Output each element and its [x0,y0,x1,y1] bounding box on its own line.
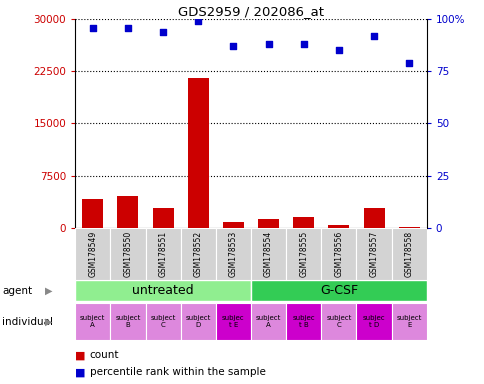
Bar [187,78,208,228]
Bar [328,225,348,228]
Bar [356,303,391,340]
Point [124,25,132,31]
Bar [82,199,103,228]
Text: ▶: ▶ [45,286,52,296]
Text: GSM178555: GSM178555 [299,230,308,277]
Bar [117,197,138,228]
Text: G-CSF: G-CSF [319,285,357,297]
Text: subject
A: subject A [80,315,105,328]
Title: GDS2959 / 202086_at: GDS2959 / 202086_at [178,5,323,18]
Text: subjec
t E: subjec t E [222,315,244,328]
Text: percentile rank within the sample: percentile rank within the sample [90,367,265,377]
Text: ▶: ▶ [45,316,52,327]
Point [159,29,166,35]
Bar [320,228,356,280]
Text: GSM178558: GSM178558 [404,230,413,277]
Text: GSM178553: GSM178553 [228,230,238,277]
Bar [251,280,426,301]
Text: ■: ■ [75,367,86,377]
Bar [391,228,426,280]
Bar [110,228,145,280]
Text: subject
B: subject B [115,315,140,328]
Bar [75,280,251,301]
Text: GSM178556: GSM178556 [333,230,343,277]
Text: subject
A: subject A [256,315,281,328]
Text: subjec
t B: subjec t B [292,315,315,328]
Bar [356,228,391,280]
Text: GSM178549: GSM178549 [88,230,97,277]
Bar [180,228,215,280]
Text: subject
E: subject E [396,315,421,328]
Text: GSM178557: GSM178557 [369,230,378,277]
Text: agent: agent [2,286,32,296]
Text: individual: individual [2,316,53,327]
Point [369,33,377,39]
Text: GSM178551: GSM178551 [158,230,167,277]
Text: count: count [90,350,119,360]
Bar [75,228,110,280]
Bar [145,303,180,340]
Text: subjec
t D: subjec t D [362,315,385,328]
Bar [110,303,145,340]
Text: GSM178550: GSM178550 [123,230,132,277]
Bar [391,303,426,340]
Bar [363,208,384,228]
Point [405,60,412,66]
Text: ■: ■ [75,350,86,360]
Point [334,47,342,53]
Bar [180,303,215,340]
Bar [286,303,320,340]
Point [299,41,307,47]
Bar [257,219,278,228]
Bar [215,303,251,340]
Bar [398,227,419,228]
Point [194,18,202,24]
Bar [145,228,180,280]
Point [264,41,272,47]
Point [229,43,237,50]
Text: GSM178552: GSM178552 [193,230,202,277]
Bar [215,228,251,280]
Text: subject
D: subject D [185,315,211,328]
Bar [251,228,286,280]
Text: subject
C: subject C [150,315,175,328]
Text: GSM178554: GSM178554 [263,230,272,277]
Bar [320,303,356,340]
Point [89,25,96,31]
Bar [286,228,320,280]
Bar [75,303,110,340]
Text: untreated: untreated [132,285,194,297]
Text: subject
C: subject C [326,315,351,328]
Bar [222,222,243,228]
Bar [152,208,173,228]
Bar [251,303,286,340]
Bar [292,217,314,228]
